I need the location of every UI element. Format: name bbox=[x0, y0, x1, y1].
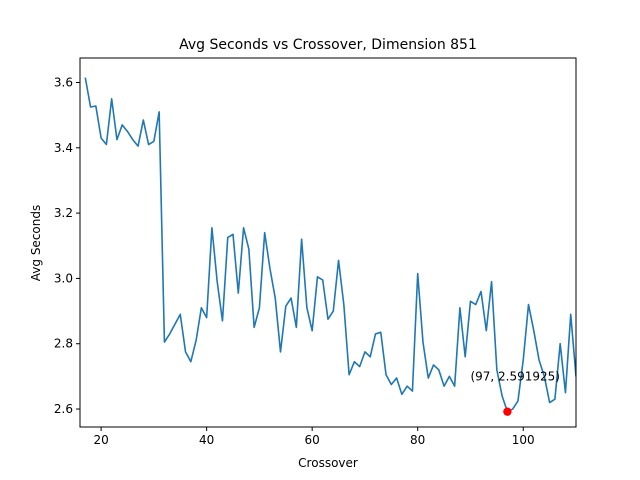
y-axis: 2.6 2.8 3.0 3.2 3.4 3.6 bbox=[54, 75, 80, 416]
chart-title: Avg Seconds vs Crossover, Dimension 851 bbox=[179, 37, 477, 53]
minimum-point-annotation: (97, 2.591925) bbox=[470, 369, 560, 383]
y-tick-label: 3.4 bbox=[54, 141, 73, 155]
plot-frame bbox=[79, 57, 577, 428]
x-tick-label: 40 bbox=[199, 433, 214, 447]
x-tick-label: 20 bbox=[93, 433, 108, 447]
x-axis-label: Crossover bbox=[298, 456, 358, 470]
series-line-0 bbox=[84, 77, 576, 413]
x-tick-label: 60 bbox=[305, 433, 320, 447]
x-tick-label: 100 bbox=[512, 433, 535, 447]
x-axis: 20 40 60 80 100 bbox=[93, 427, 535, 447]
minimum-point-marker bbox=[503, 407, 512, 416]
x-tick-label: 80 bbox=[410, 433, 425, 447]
y-axis-label: Avg Seconds bbox=[29, 205, 43, 281]
y-tick-label: 3.6 bbox=[54, 75, 73, 89]
y-tick-label: 3.0 bbox=[54, 271, 73, 285]
y-tick-label: 2.8 bbox=[54, 337, 73, 351]
y-tick-label: 2.6 bbox=[54, 402, 73, 416]
y-tick-label: 3.2 bbox=[54, 206, 73, 220]
plot-area: (97, 2.591925) bbox=[84, 77, 576, 416]
